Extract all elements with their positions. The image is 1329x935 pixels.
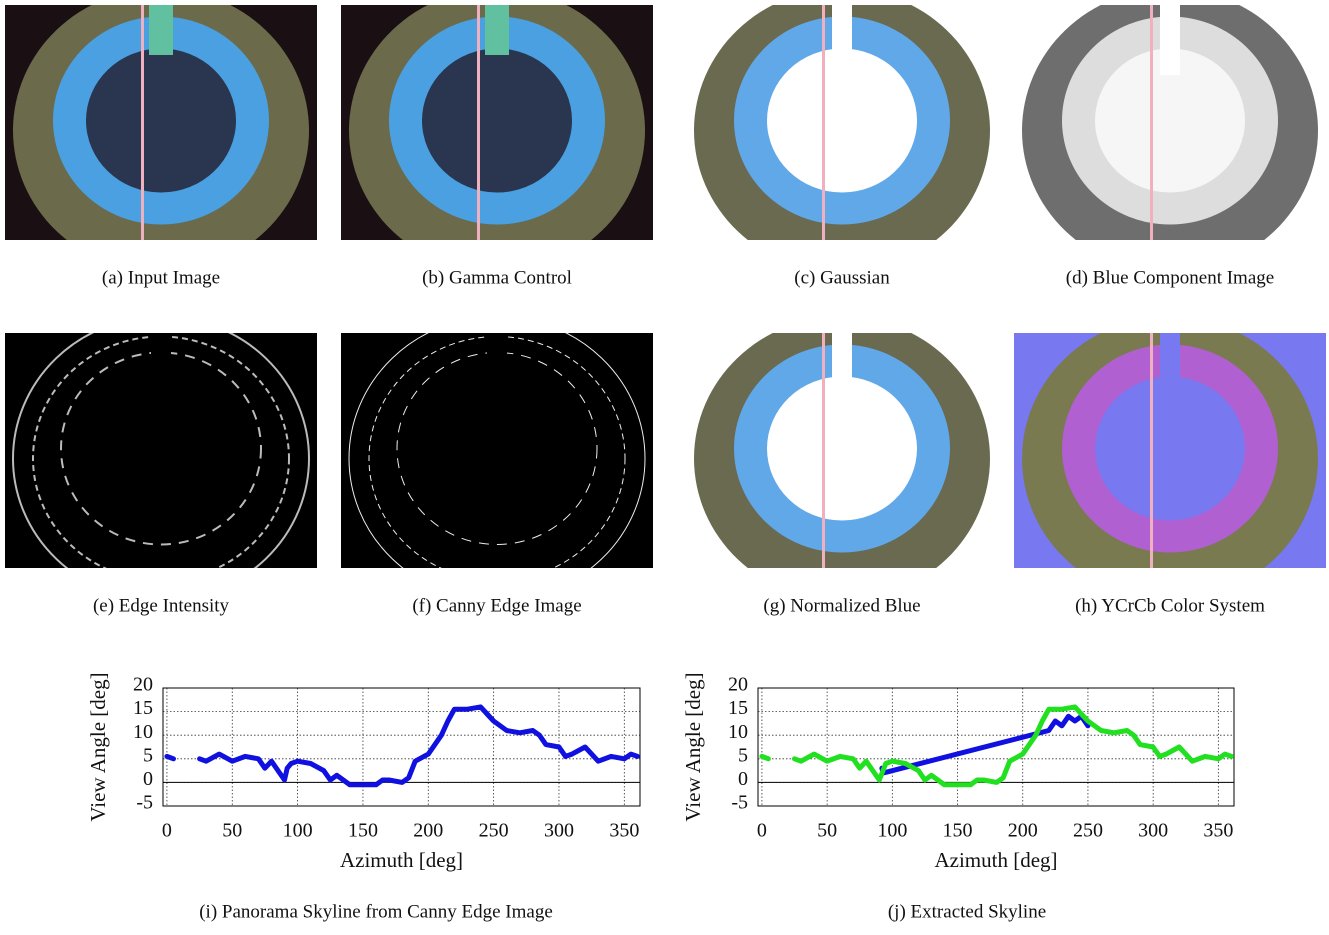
lens-center (1095, 376, 1245, 521)
edge-ring (32, 335, 290, 568)
panel-image (686, 5, 998, 240)
caption: (a) Input Image (102, 267, 220, 288)
x-tick-label: 200 (413, 820, 443, 842)
y-tick-label: 0 (738, 768, 748, 790)
panel-image (1014, 5, 1326, 240)
edge-ring (60, 351, 262, 546)
lens-center (767, 376, 917, 521)
skyline (164, 704, 640, 788)
stripe (822, 333, 825, 568)
stripe (477, 5, 480, 240)
y-tick-label: 15 (133, 697, 153, 719)
plot-frame (757, 687, 1235, 807)
stripe (1150, 5, 1153, 240)
edge-ring (368, 336, 626, 568)
panel-image (5, 333, 317, 568)
caption: (e) Edge Intensity (93, 595, 230, 616)
stripe (141, 5, 144, 240)
caption: (j) Extracted Skyline (888, 901, 1046, 922)
edge-ring (348, 333, 646, 568)
caption: (c) Gaussian (794, 267, 890, 288)
x-tick-label: 150 (348, 820, 378, 842)
y-tick-label: 10 (133, 721, 153, 743)
caption: (g) Normalized Blue (763, 595, 920, 616)
panel-image (341, 5, 653, 240)
caption: (f) Canny Edge Image (412, 595, 581, 616)
y-tick-label: -5 (731, 792, 748, 814)
lens-center (767, 48, 917, 193)
y-tick-label: 15 (728, 697, 748, 719)
skyline (879, 713, 1091, 776)
x-tick-label: 50 (222, 820, 242, 842)
x-tick-label: 0 (162, 820, 172, 842)
x-tick-label: 150 (943, 820, 973, 842)
mount (485, 5, 509, 55)
x-axis-label: Azimuth [deg] (340, 848, 463, 872)
x-tick-label: 350 (1203, 820, 1233, 842)
y-tick-label: 10 (728, 721, 748, 743)
x-tick-label: 250 (1073, 820, 1103, 842)
edge-ring (396, 352, 598, 545)
x-tick-label: 100 (283, 820, 313, 842)
stripe (1150, 333, 1153, 568)
y-axis-label: View Angle [deg] (86, 672, 110, 821)
lens-center (86, 48, 236, 193)
y-tick-label: 20 (133, 674, 153, 696)
panel-image (5, 5, 317, 240)
caption: (h) YCrCb Color System (1075, 595, 1265, 616)
y-tick-label: 20 (728, 674, 748, 696)
panel-image (341, 333, 653, 568)
plot-frame (162, 687, 641, 807)
slit (1160, 333, 1180, 403)
x-tick-label: 350 (609, 820, 639, 842)
y-tick-label: -5 (136, 792, 153, 814)
edge-ring (12, 333, 310, 568)
x-tick-label: 250 (479, 820, 509, 842)
lens-center (422, 48, 572, 193)
caption: (i) Panorama Skyline from Canny Edge Ima… (199, 901, 553, 922)
slit (1160, 5, 1180, 75)
y-tick-label: 5 (143, 744, 153, 766)
slit (832, 5, 852, 75)
x-axis-label: Azimuth [deg] (934, 848, 1057, 872)
caption: (d) Blue Component Image (1066, 267, 1274, 288)
y-axis-label: View Angle [deg] (681, 672, 705, 821)
panel-image (1014, 333, 1326, 568)
x-tick-label: 300 (544, 820, 574, 842)
skyline (759, 704, 1234, 788)
panel-image (686, 333, 998, 568)
x-tick-label: 200 (1008, 820, 1038, 842)
lens-center (1095, 48, 1245, 193)
caption: (b) Gamma Control (422, 267, 572, 288)
slit (151, 333, 171, 403)
y-tick-label: 0 (143, 768, 153, 790)
slit (487, 333, 507, 403)
x-tick-label: 300 (1138, 820, 1168, 842)
mount (149, 5, 173, 55)
y-tick-label: 5 (738, 744, 748, 766)
x-tick-label: 0 (757, 820, 767, 842)
stripe (822, 5, 825, 240)
x-tick-label: 50 (817, 820, 837, 842)
x-tick-label: 100 (877, 820, 907, 842)
slit (832, 333, 852, 403)
